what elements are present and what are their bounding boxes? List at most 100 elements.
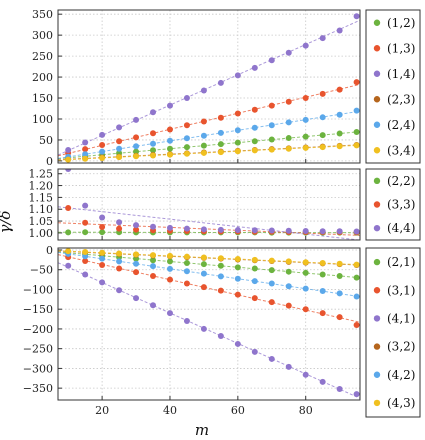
legend-marker: [373, 371, 381, 378]
chart-panel-2: 1.001.051.101.151.201.25 (2,2) (3,3) (4,4): [29, 168, 421, 241]
data-point: [268, 257, 275, 264]
trend-line: [58, 251, 360, 279]
y-tick-label: 1.10: [29, 203, 54, 216]
data-point: [234, 340, 241, 347]
y-tick-label: −100: [23, 283, 53, 296]
data-point: [251, 256, 258, 263]
data-point: [200, 261, 207, 268]
plot-area: [58, 169, 360, 240]
data-point: [183, 280, 190, 287]
trend-line: [58, 250, 360, 266]
data-point: [285, 258, 292, 265]
data-point: [268, 299, 275, 306]
data-point: [319, 310, 326, 317]
data-point: [166, 258, 173, 265]
data-point: [234, 148, 241, 155]
data-point: [200, 149, 207, 156]
data-point: [217, 226, 224, 233]
y-tick-label: 200: [32, 71, 53, 84]
data-point: [302, 306, 309, 313]
data-point: [302, 144, 309, 151]
legend-marker: [373, 399, 381, 407]
data-point: [319, 378, 326, 385]
trend-line: [58, 83, 360, 157]
data-point: [319, 271, 326, 278]
y-tick-label: 1.20: [29, 180, 54, 193]
legend-label: (2,3): [387, 92, 415, 106]
data-point: [234, 256, 241, 263]
data-point: [150, 252, 157, 259]
data-point: [133, 222, 140, 229]
data-point: [251, 278, 258, 285]
data-point: [99, 229, 106, 236]
data-point: [353, 274, 360, 281]
legend-marker: [373, 177, 381, 185]
data-point: [319, 260, 326, 267]
y-tick-label: 0: [46, 155, 53, 168]
data-point: [234, 72, 241, 79]
data-point: [234, 291, 241, 298]
legend-label: (1,4): [387, 67, 415, 81]
data-point: [268, 227, 275, 234]
data-point: [353, 391, 360, 398]
legend-label: (3,1): [387, 283, 415, 297]
data-point: [336, 260, 343, 267]
legend-box: [365, 168, 421, 241]
data-point: [150, 273, 157, 280]
y-tick-label: −300: [23, 362, 53, 375]
y-tick-label: −200: [23, 323, 53, 336]
legend-marker: [373, 287, 381, 294]
data-point: [99, 249, 106, 256]
legend-box: [365, 247, 421, 418]
y-tick-label: −150: [23, 303, 53, 316]
data-point: [82, 219, 89, 226]
data-point: [200, 142, 207, 149]
data-point: [133, 143, 140, 150]
data-point: [200, 87, 207, 94]
data-point: [166, 151, 173, 158]
y-tick-label: 1.25: [29, 168, 54, 181]
y-tick-label: 250: [32, 50, 53, 63]
data-point: [285, 135, 292, 142]
data-point: [353, 321, 360, 328]
data-point: [133, 295, 140, 302]
legend-label: (4,4): [387, 221, 415, 235]
data-point: [183, 144, 190, 151]
trend-line: [58, 19, 360, 156]
data-point: [217, 262, 224, 269]
plot-area: [58, 248, 360, 399]
data-point: [234, 264, 241, 271]
data-point: [65, 229, 72, 236]
data-point: [116, 287, 123, 294]
data-point: [268, 267, 275, 274]
data-point: [150, 147, 157, 154]
data-point: [200, 325, 207, 332]
data-point: [200, 132, 207, 139]
data-point: [82, 202, 89, 209]
data-point: [302, 133, 309, 140]
legend-marker: [373, 45, 381, 52]
data-point: [336, 27, 343, 34]
y-tick-label: 50: [39, 134, 53, 147]
data-point: [82, 253, 89, 260]
data-point: [99, 255, 106, 262]
data-point: [353, 107, 360, 114]
data-point: [285, 119, 292, 126]
data-point: [251, 106, 258, 113]
data-point: [133, 148, 140, 155]
data-point: [336, 130, 343, 137]
data-point: [217, 273, 224, 280]
data-point: [336, 385, 343, 392]
data-point: [65, 205, 72, 212]
data-point: [302, 228, 309, 235]
legend-marker: [373, 96, 381, 103]
data-point: [285, 49, 292, 56]
data-point: [82, 229, 89, 236]
data-point: [217, 287, 224, 294]
data-point: [251, 147, 258, 154]
data-point: [200, 284, 207, 291]
data-point: [302, 371, 309, 378]
data-point: [166, 126, 173, 133]
legend-label: (2,4): [387, 118, 415, 132]
